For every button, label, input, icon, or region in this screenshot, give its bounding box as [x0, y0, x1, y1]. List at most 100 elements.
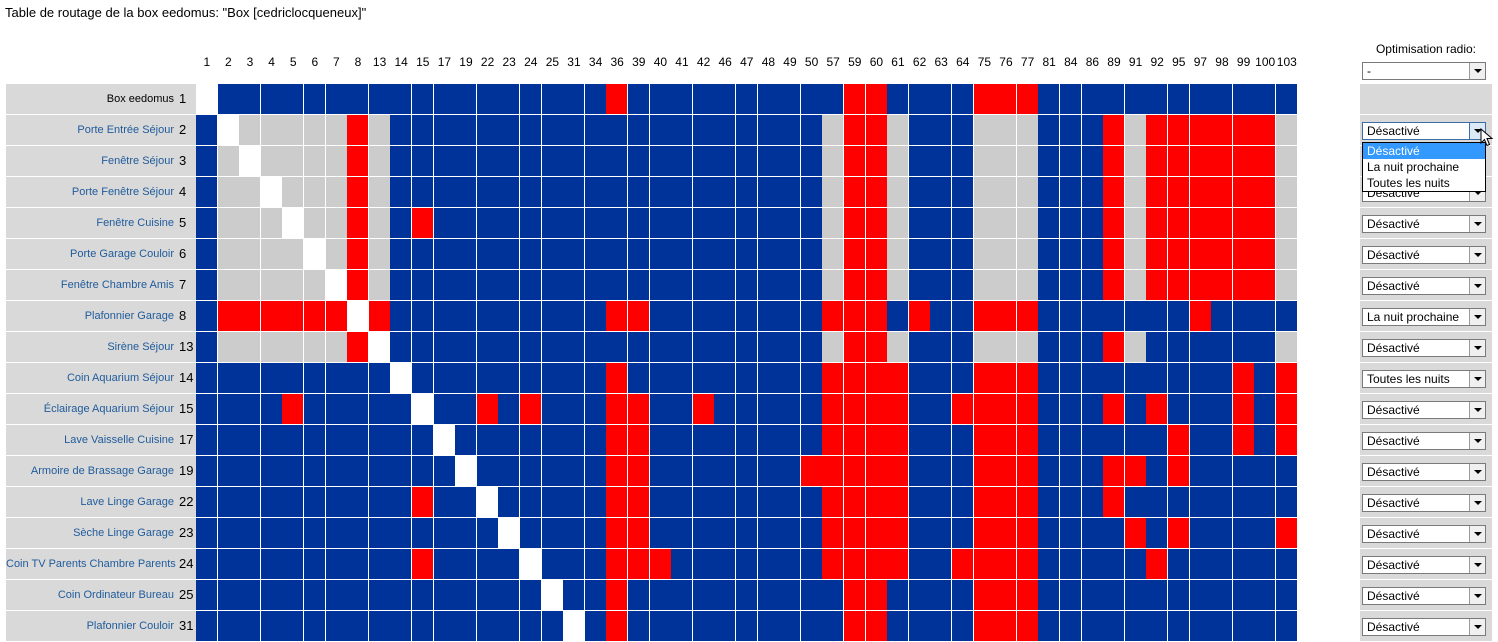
routing-cell — [1276, 332, 1299, 363]
row-label[interactable]: Porte Fenêtre Séjour — [6, 177, 176, 207]
optimisation-select[interactable]: Désactivé — [1362, 401, 1486, 419]
routing-cell — [1038, 611, 1061, 642]
routing-cell — [1232, 270, 1255, 301]
routing-cell — [260, 208, 283, 239]
row-label[interactable]: Sirène Séjour — [6, 332, 176, 362]
routing-cell — [736, 580, 759, 611]
routing-cell — [844, 518, 867, 549]
optimisation-select-box[interactable]: - — [1362, 62, 1486, 80]
routing-cell — [995, 146, 1018, 177]
row-label[interactable]: Plafonnier Garage — [6, 301, 176, 331]
routing-cell — [930, 177, 953, 208]
routing-cell — [1254, 177, 1277, 208]
routing-cell — [973, 363, 996, 394]
optimisation-select[interactable]: Désactivé — [1362, 277, 1486, 295]
routing-cell — [1211, 115, 1234, 146]
row-label[interactable]: Éclairage Aquarium Séjour — [6, 394, 176, 424]
routing-cell — [476, 611, 499, 642]
row-label[interactable]: Coin Ordinateur Bureau — [6, 580, 176, 610]
routing-cell — [1060, 146, 1083, 177]
dropdown-option[interactable]: La nuit prochaine — [1367, 160, 1460, 174]
chevron-down-icon[interactable] — [1469, 557, 1485, 573]
optimisation-select[interactable]: Désactivé — [1362, 618, 1486, 636]
row-label[interactable]: Sèche Linge Garage — [6, 518, 176, 548]
chevron-down-icon[interactable] — [1469, 588, 1485, 604]
routing-cell — [800, 549, 823, 580]
optimisation-select[interactable]: La nuit prochaine — [1362, 308, 1486, 326]
optimisation-select[interactable]: Désactivé — [1362, 494, 1486, 512]
chevron-down-icon[interactable] — [1469, 371, 1485, 387]
routing-cell — [930, 115, 953, 146]
routing-cell — [1038, 363, 1061, 394]
column-header: 61 — [891, 55, 905, 69]
routing-cell — [498, 363, 521, 394]
chevron-down-icon[interactable] — [1469, 340, 1485, 356]
routing-cell — [1168, 146, 1191, 177]
optimisation-select[interactable]: Désactivé — [1362, 215, 1486, 233]
optimisation-select[interactable]: Désactivé — [1362, 463, 1486, 481]
row-label[interactable]: Lave Linge Garage — [6, 487, 176, 517]
column-header: 15 — [416, 55, 430, 69]
chevron-down-icon[interactable] — [1469, 619, 1485, 635]
routing-cell — [757, 332, 780, 363]
optimisation-select[interactable]: Désactivé — [1362, 587, 1486, 605]
routing-cell — [412, 270, 435, 301]
row-label[interactable]: Fenêtre Séjour — [6, 146, 176, 176]
optimisation-select[interactable]: Désactivé — [1362, 432, 1486, 450]
optimisation-dropdown-list[interactable]: Désactivé La nuit prochaine Toutes les nui… — [1362, 142, 1486, 192]
row-label[interactable]: Armoire de Brassage Garage — [6, 456, 176, 486]
row-label[interactable]: Porte Garage Couloir — [6, 239, 176, 269]
row-number: 5 — [176, 208, 196, 238]
routing-cell — [476, 208, 499, 239]
chevron-down-icon[interactable] — [1469, 495, 1485, 511]
row-label[interactable]: Coin TV Parents Chambre Parents — [6, 549, 176, 579]
routing-cell — [1060, 270, 1083, 301]
routing-cell — [260, 332, 283, 363]
optimisation-select[interactable]: Désactivé — [1362, 246, 1486, 264]
routing-cell — [1232, 611, 1255, 642]
routing-cell — [433, 363, 456, 394]
chevron-down-icon[interactable] — [1469, 278, 1485, 294]
chevron-down-icon[interactable] — [1469, 433, 1485, 449]
routing-cell — [930, 425, 953, 456]
routing-cell — [347, 456, 370, 487]
row-label[interactable]: Fenêtre Cuisine — [6, 208, 176, 238]
chevron-down-icon[interactable] — [1469, 216, 1485, 232]
routing-cell — [1168, 487, 1191, 518]
chevron-down-icon[interactable] — [1469, 309, 1485, 325]
chevron-down-icon[interactable] — [1469, 526, 1485, 542]
optimisation-select[interactable]: Désactivé — [1362, 556, 1486, 574]
dropdown-option[interactable]: Désactivé — [1363, 143, 1485, 159]
optimisation-select[interactable]: Toutes les nuits — [1362, 370, 1486, 388]
routing-cell — [584, 270, 607, 301]
chevron-down-icon[interactable] — [1469, 247, 1485, 263]
optimisation-select[interactable]: Désactivé — [1362, 122, 1486, 140]
routing-cell — [455, 487, 478, 518]
row-label[interactable]: Porte Entrée Séjour — [6, 115, 176, 145]
row-label[interactable]: Coin Aquarium Séjour — [6, 363, 176, 393]
routing-cell — [800, 84, 823, 115]
routing-cell — [541, 363, 564, 394]
row-label[interactable]: Lave Vaisselle Cuisine — [6, 425, 176, 455]
routing-cell — [1254, 611, 1277, 642]
column-header: 84 — [1064, 55, 1078, 69]
routing-cell — [217, 115, 240, 146]
chevron-down-icon[interactable] — [1469, 402, 1485, 418]
routing-cell — [800, 580, 823, 611]
optimisation-select[interactable]: Désactivé — [1362, 525, 1486, 543]
routing-cell — [1124, 549, 1147, 580]
routing-cell — [282, 611, 305, 642]
dropdown-option[interactable]: Toutes les nuits — [1367, 176, 1450, 190]
chevron-down-icon[interactable] — [1469, 464, 1485, 480]
routing-cell — [1146, 580, 1169, 611]
routing-cell — [368, 425, 391, 456]
row-number: 7 — [176, 270, 196, 300]
column-header: 76 — [999, 55, 1013, 69]
routing-cell — [1254, 487, 1277, 518]
routing-cell — [239, 363, 262, 394]
row-label[interactable]: Plafonnier Couloir — [6, 611, 176, 641]
optimisation-select[interactable]: Désactivé — [1362, 339, 1486, 357]
chevron-down-icon[interactable] — [1469, 63, 1485, 79]
row-label[interactable]: Fenêtre Chambre Amis — [6, 270, 176, 300]
routing-cell — [628, 301, 651, 332]
